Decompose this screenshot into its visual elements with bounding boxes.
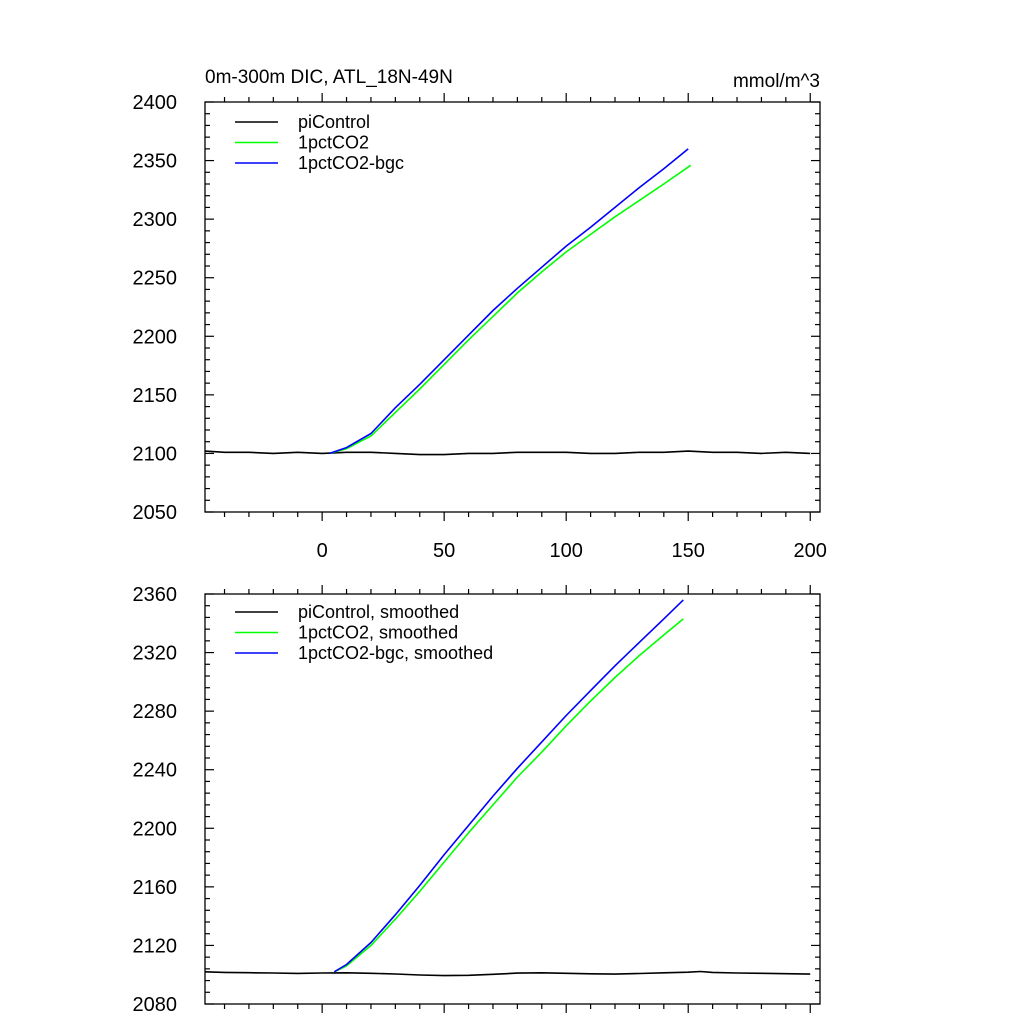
top-panel: 0m-300m DIC, ATL_18N-49N mmol/m^3 2050 21… — [133, 67, 827, 562]
y-tick-label: 2320 — [133, 643, 178, 665]
series-line-1pctco2 — [329, 164, 692, 455]
legend-label: piControl — [298, 112, 370, 132]
y-tick-label: 2280 — [133, 701, 178, 723]
y-tick-label: 2250 — [133, 268, 178, 290]
panel-title-left: 0m-300m DIC, ATL_18N-49N — [205, 67, 453, 88]
plot-frame — [204, 593, 821, 1005]
x-tick-label: 150 — [672, 540, 705, 562]
y-tick-label: 2350 — [133, 151, 178, 173]
series-line-1pctco2-bgc — [329, 148, 689, 455]
bottom-panel: 2080 2120 2160 2200 2240 2280 2320 2360 piContro… — [133, 584, 821, 1016]
x-tick-label: 50 — [433, 540, 455, 562]
y-tick-label: 2360 — [133, 584, 178, 606]
y-tick-label: 2160 — [133, 877, 178, 899]
plot-area: 2080 2120 2160 2200 2240 2280 2320 2360 piContro… — [133, 584, 821, 1016]
plot-frame — [204, 101, 821, 513]
legend-label: 1pctCO2, smoothed — [298, 623, 458, 643]
x-tick-label: 100 — [550, 540, 583, 562]
plot-area: 2050 2100 2150 2200 2250 2300 2350 2400 0 50 100 15… — [133, 92, 827, 562]
y-tick-label: 2100 — [133, 443, 178, 465]
y-tick-label: 2240 — [133, 760, 178, 782]
series-line-1pctco2-bgc-smoothed — [333, 599, 684, 973]
y-tick-label: 2080 — [133, 994, 178, 1016]
y-tick-label: 2200 — [133, 326, 178, 348]
legend-label: 1pctCO2 — [298, 133, 369, 153]
series-line-picontrol — [204, 450, 811, 456]
x-tick-label: 0 — [317, 540, 328, 562]
legend-label: 1pctCO2-bgc — [298, 153, 404, 173]
y-tick-label: 2400 — [133, 92, 178, 114]
y-tick-label: 2050 — [133, 502, 178, 524]
y-tick-label: 2200 — [133, 818, 178, 840]
y-tick-label: 2300 — [133, 209, 178, 231]
x-tick-label: 200 — [794, 540, 827, 562]
series-line-picontrol-smoothed — [204, 970, 811, 977]
series-line-1pctco2-smoothed — [333, 618, 684, 973]
y-tick-label: 2150 — [133, 385, 178, 407]
legend-label: 1pctCO2-bgc, smoothed — [298, 643, 493, 663]
panel-units-label: mmol/m^3 — [733, 71, 820, 92]
y-tick-label: 2120 — [133, 935, 178, 957]
legend-label: piControl, smoothed — [298, 602, 459, 622]
